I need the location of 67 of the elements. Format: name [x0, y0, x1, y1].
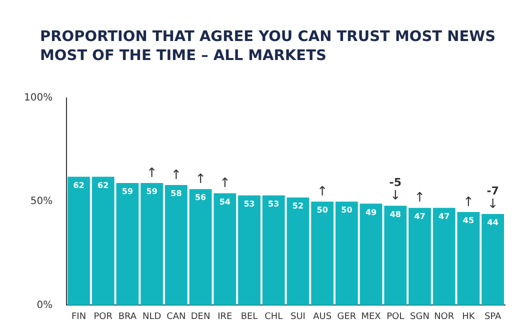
- chart-title: PROPORTION THAT AGREE YOU CAN TRUST MOST NEWS MOST OF THE TIME – ALL MARKETS: [40, 28, 497, 66]
- x-tick-label: POR: [94, 312, 113, 322]
- data-label: 56: [194, 193, 207, 202]
- bar: [311, 202, 334, 306]
- bar: [360, 204, 382, 306]
- data-label: 49: [365, 208, 378, 217]
- bar: [286, 197, 310, 306]
- x-tick-label: AUS: [313, 312, 332, 322]
- bar: [408, 208, 431, 306]
- x-tick-label: BRA: [118, 312, 138, 322]
- data-label: 59: [122, 187, 134, 196]
- x-tick-label: POL: [386, 312, 404, 322]
- x-tick-label: SGN: [410, 312, 430, 322]
- data-label: 45: [462, 216, 474, 226]
- x-tick-label: DEN: [190, 312, 210, 322]
- x-tick-label: HK: [462, 312, 476, 322]
- y-tick-label: 0%: [36, 300, 53, 311]
- annotation: ↑: [316, 184, 328, 200]
- x-tick-label: GER: [337, 312, 356, 322]
- bar: [335, 202, 358, 306]
- x-tick-label: SPA: [484, 312, 502, 322]
- annotation: -5: [389, 176, 402, 190]
- x-tick-label: BEL: [240, 312, 258, 322]
- data-label: 50: [341, 206, 353, 215]
- data-label: 53: [268, 199, 280, 208]
- annotation: ↑: [463, 194, 474, 210]
- x-tick-label: CAN: [166, 312, 186, 322]
- data-label: 47: [438, 212, 450, 221]
- bar: [140, 182, 164, 306]
- bar: [164, 185, 188, 306]
- data-label: 53: [244, 199, 255, 208]
- data-label: 58: [170, 189, 182, 198]
- annotation: ↑: [170, 168, 182, 183]
- annotation: ↑: [414, 190, 426, 206]
- data-label: 59: [146, 187, 158, 196]
- bar: [482, 214, 504, 306]
- bar: [92, 176, 114, 306]
- bar: [68, 176, 90, 306]
- x-tick-label: IRE: [218, 312, 233, 322]
- annotation: -7: [486, 184, 499, 198]
- x-tick-label: NOR: [434, 312, 454, 322]
- data-label: 48: [390, 210, 402, 219]
- bar: [116, 182, 139, 306]
- data-label: 47: [414, 212, 426, 221]
- x-tick-label: SUI: [290, 312, 306, 322]
- y-tick-label: 100%: [24, 92, 53, 104]
- data-label: 44: [487, 218, 499, 228]
- annotation: ↑: [146, 166, 158, 181]
- x-tick-label: CHL: [264, 312, 283, 322]
- data-label: 52: [292, 202, 304, 211]
- bar: [262, 195, 285, 306]
- x-tick-label: MEX: [361, 312, 381, 322]
- annotation: ↓: [390, 188, 401, 204]
- annotation: ↑: [195, 172, 206, 188]
- data-label: 62: [73, 180, 84, 190]
- x-tick-label: FIN: [71, 312, 86, 322]
- annotation: ↑: [219, 176, 230, 192]
- bar: [457, 212, 480, 306]
- bar: [238, 195, 260, 306]
- bar: [384, 206, 407, 306]
- x-tick-label: NLD: [142, 312, 162, 322]
- y-tick-label: 50%: [30, 196, 53, 208]
- data-label: 50: [316, 206, 328, 215]
- data-label: 54: [219, 197, 231, 206]
- bar: [432, 208, 456, 306]
- annotation: ↓: [487, 196, 498, 212]
- data-label: 62: [98, 180, 109, 190]
